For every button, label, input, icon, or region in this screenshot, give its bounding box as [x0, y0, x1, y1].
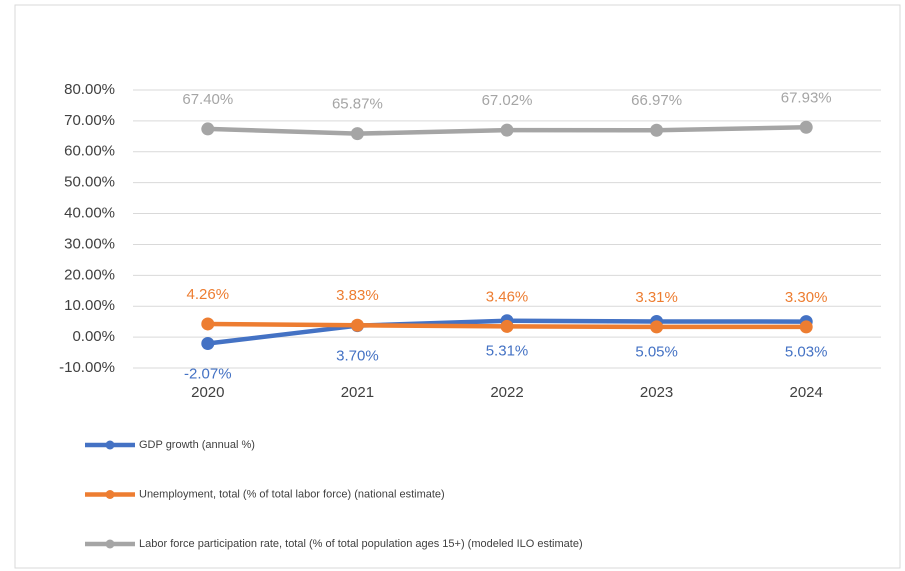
y-tick-label: 20.00%	[64, 266, 115, 283]
x-tick-label: 2023	[640, 384, 673, 401]
x-tick-label: 2021	[341, 384, 374, 401]
data-point	[650, 123, 664, 137]
data-label: 67.40%	[182, 91, 233, 108]
data-label: 3.31%	[635, 289, 678, 306]
data-point	[201, 122, 215, 136]
data-label: 4.26%	[187, 286, 230, 303]
data-point	[201, 337, 215, 351]
y-tick-label: 40.00%	[64, 205, 115, 222]
x-tick-label: 2020	[191, 384, 224, 401]
y-tick-label: 30.00%	[64, 235, 115, 252]
legend-label: Unemployment, total (% of total labor fo…	[139, 488, 445, 500]
y-tick-label: -10.00%	[59, 359, 115, 376]
x-tick-label: 2024	[790, 384, 823, 401]
data-point	[350, 127, 364, 141]
data-label: 67.93%	[781, 89, 832, 106]
data-point	[350, 318, 364, 332]
data-label: 5.05%	[635, 343, 678, 360]
legend-label: Labor force participation rate, total (%…	[139, 538, 583, 550]
data-label: 3.30%	[785, 289, 828, 306]
legend-marker	[105, 490, 115, 499]
data-label: 65.87%	[332, 96, 383, 113]
data-point	[799, 120, 813, 134]
legend-marker	[105, 539, 115, 549]
data-point	[500, 123, 514, 137]
data-point	[500, 319, 514, 333]
y-tick-label: 50.00%	[64, 174, 115, 191]
data-label: 3.83%	[336, 287, 379, 304]
data-point	[799, 320, 813, 334]
data-label: 3.70%	[336, 348, 379, 365]
data-label: 5.03%	[785, 344, 828, 361]
y-tick-label: 0.00%	[72, 328, 115, 345]
y-tick-label: 10.00%	[64, 297, 115, 314]
data-label: 5.31%	[486, 343, 529, 360]
data-label: 66.97%	[631, 92, 682, 109]
y-tick-label: 80.00%	[64, 81, 115, 98]
y-tick-label: 60.00%	[64, 143, 115, 160]
chart-border	[14, 4, 901, 569]
data-point	[650, 320, 664, 334]
data-label: 3.46%	[486, 288, 529, 305]
y-tick-label: 70.00%	[64, 112, 115, 129]
data-point	[201, 317, 215, 331]
legend-label: GDP growth (annual %)	[139, 439, 255, 451]
legend-marker	[105, 440, 115, 450]
data-label: 67.02%	[482, 92, 533, 109]
data-label: -2.07%	[184, 365, 232, 382]
x-tick-label: 2022	[490, 384, 523, 401]
